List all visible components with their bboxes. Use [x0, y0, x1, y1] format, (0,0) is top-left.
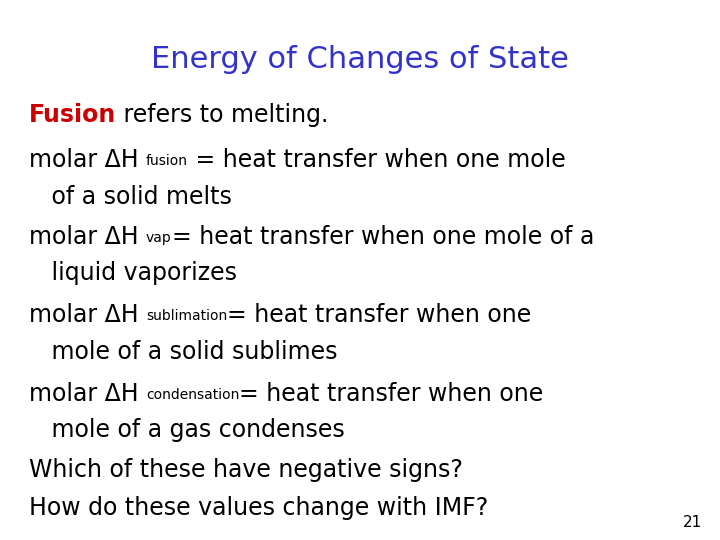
- Text: mole of a solid sublimes: mole of a solid sublimes: [29, 340, 337, 364]
- Text: Energy of Changes of State: Energy of Changes of State: [151, 45, 569, 74]
- Text: molar ΔH: molar ΔH: [29, 225, 146, 249]
- Text: molar ΔH: molar ΔH: [29, 303, 146, 327]
- Text: = heat transfer when one mole of a: = heat transfer when one mole of a: [171, 225, 594, 249]
- Text: liquid vaporizes: liquid vaporizes: [29, 261, 237, 285]
- Text: = heat transfer when one: = heat transfer when one: [239, 382, 544, 406]
- Text: 21: 21: [683, 515, 702, 530]
- Text: Fusion: Fusion: [29, 103, 116, 127]
- Text: Which of these have negative signs?: Which of these have negative signs?: [29, 458, 463, 482]
- Text: of a solid melts: of a solid melts: [29, 185, 232, 209]
- Text: = heat transfer when one: = heat transfer when one: [228, 303, 531, 327]
- Text: vap: vap: [146, 231, 171, 245]
- Text: mole of a gas condenses: mole of a gas condenses: [29, 418, 345, 442]
- Text: molar ΔH: molar ΔH: [29, 382, 146, 406]
- Text: sublimation: sublimation: [146, 309, 228, 323]
- Text: molar ΔH: molar ΔH: [29, 148, 146, 172]
- Text: = heat transfer when one mole: = heat transfer when one mole: [188, 148, 566, 172]
- Text: condensation: condensation: [146, 388, 239, 402]
- Text: fusion: fusion: [146, 154, 188, 168]
- Text: refers to melting.: refers to melting.: [116, 103, 328, 127]
- Text: How do these values change with IMF?: How do these values change with IMF?: [29, 496, 488, 520]
